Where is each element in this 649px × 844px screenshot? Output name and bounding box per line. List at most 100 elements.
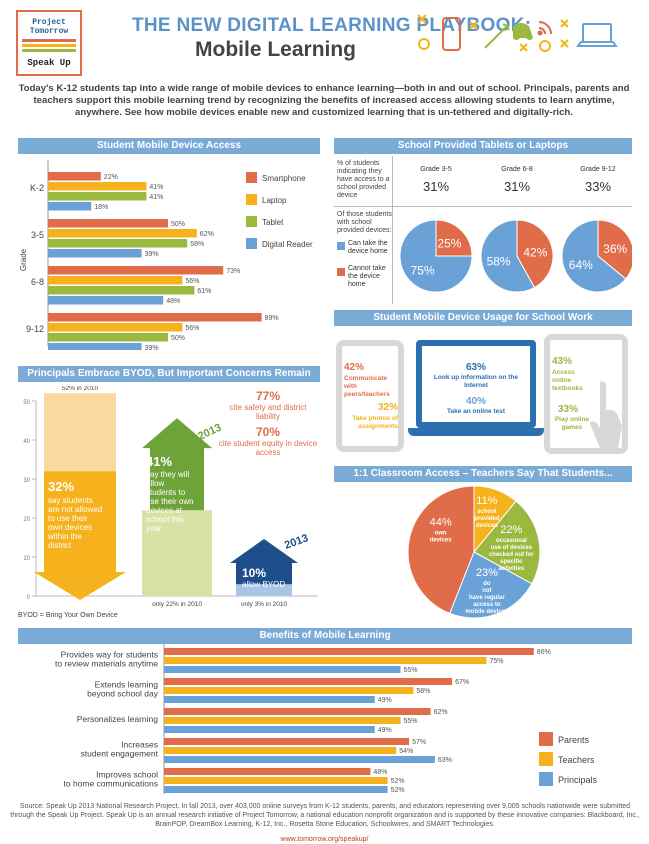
arrow-text-line: use their own [146,497,194,506]
phone-text2: Take photos of assignments [352,415,398,430]
slice-text-line: have regular [469,595,505,601]
intro-text: Today's K-12 students tap into a wide ra… [18,83,630,119]
concern-2-pct: 70% [255,425,281,439]
arrow-text-line: say students [48,496,93,505]
arrow-text-line: within the [47,532,82,541]
takehome-pies: 25%75% 42% 58% 36% 64% [399,219,632,293]
bar [164,786,388,793]
device-access-chart: Grade K-2 22% 41% 41% 18% 3-5 50% 62% 58% 39% 6-8 73… [19,160,313,350]
page-title: THE NEW DIGITAL LEARNING PLAYBOOK: [132,15,532,36]
bar [164,687,414,694]
pie-slice-can [561,219,627,293]
category-label: K-2 [30,183,44,193]
phone-pct1: 42% [344,362,365,373]
slice-text-line: checked out for [489,552,534,558]
legend-label: Laptop [262,196,287,205]
bar-value-label: 48% [373,769,387,776]
legend-label: Teachers [558,755,595,765]
note-label: only 22% in 2010 [152,601,202,608]
pie-slice-cannot [597,219,632,280]
byod-chart: 0 10 20 30 40 50 52% in 2010 32% say studentsare… [23,386,318,608]
bar [164,666,401,673]
category-label: student engagement [80,749,158,759]
arrow-text-line: are not allowed [48,505,102,514]
bar-value-label: 58% [190,241,204,248]
bar [48,239,188,248]
laptop-icon [576,23,618,47]
bar-value-label: 63% [438,757,452,764]
x-icon [560,19,569,28]
bar [164,738,410,745]
phone-text1: Communicate with peers/teachers [344,375,390,398]
bar [164,747,397,754]
pie-slice-can [399,219,473,293]
category-label: to review materials anytime [55,659,158,669]
bar-value-label: 55% [404,667,418,674]
tablet-text1: Access online textbooks [552,369,583,392]
arrow-text-line: school this [146,515,184,524]
bar-value-label: 39% [145,251,159,258]
bar-value-label: 50% [171,335,185,342]
bar [48,333,168,342]
y-tick-label: 40 [23,439,30,445]
arrow-text-line: say they will [146,470,189,479]
bar [48,182,147,191]
slice-pct-label: 11% [476,495,497,507]
slice-text-line: not [482,588,491,594]
o-icon [539,40,551,52]
bar [164,777,388,784]
bar-value-label: 48% [166,298,180,305]
bar-value-label: 18% [94,204,108,211]
phone-device: 42% Communicate with peers/teachers 32% … [336,340,404,452]
section-header-usage: Student Mobile Device Usage for School W… [334,310,632,326]
slice-pct-label: 22% [500,524,522,536]
y-tick-label: 0 [27,595,31,601]
note-label: 52% in 2010 [62,386,99,392]
x-icon [469,21,478,30]
y-tick-label: 10 [23,556,30,562]
tablet-device: 43% Access online textbooks 33% Play onl… [544,334,628,454]
bar [164,657,487,664]
bar [48,266,224,275]
note-label: only 3% in 2010 [241,601,288,608]
bar-value-label: 75% [490,658,504,665]
bar-value-label: 49% [378,727,392,734]
pie-label: 58% [487,255,511,269]
pie-label: 42% [523,245,547,259]
concern-2: 70% cite student equity in device access [218,425,318,457]
project-tomorrow-logo: Project Tomorrow Speak Up [16,10,82,76]
bar-2010 [236,584,292,596]
bar-value-label: 86% [537,649,551,656]
byod-footnote: BYOD = Bring Your Own Device [18,612,118,619]
arrow-pct-label: 41% [146,454,172,469]
bar [164,768,371,775]
section-header-device-access: Student Mobile Device Access [18,138,320,154]
rss-icon [537,21,552,36]
slice-text-line: use of devices [491,545,533,551]
access-row-label: % of students indicating they have acces… [337,160,390,199]
tablet-pct1: 43% [552,356,573,367]
arrow-text-line: allow [146,479,164,488]
play-arrow-icon [484,23,510,49]
bar-2013-up-arrow [142,418,212,511]
grade-3-5-label: Grade 3-5 [420,166,452,173]
bar-value-label: 57% [412,739,426,746]
bar [48,343,142,350]
bar [164,648,534,655]
arrow-text-line: year [146,524,162,533]
bar-value-label: 52% [391,778,405,785]
bar-value-label: 62% [434,709,448,716]
pie-slice-can [480,219,536,293]
legend-label: Parents [558,735,590,745]
logo-line1: Project [32,18,66,27]
phone-icon [442,17,461,51]
legend-swatch [246,172,257,183]
legend-label: Digital Reader [262,240,313,249]
arrow-pct-label: 32% [48,479,74,494]
footer-url-link[interactable]: www.tomorrow.org/speakup/ [280,836,369,843]
bar [48,276,183,285]
legend-cannot-label: Cannot take the device home [348,265,386,288]
concern-1: 77% cite safety and district liability [218,389,318,421]
arrow-text-line: students to [146,488,186,497]
